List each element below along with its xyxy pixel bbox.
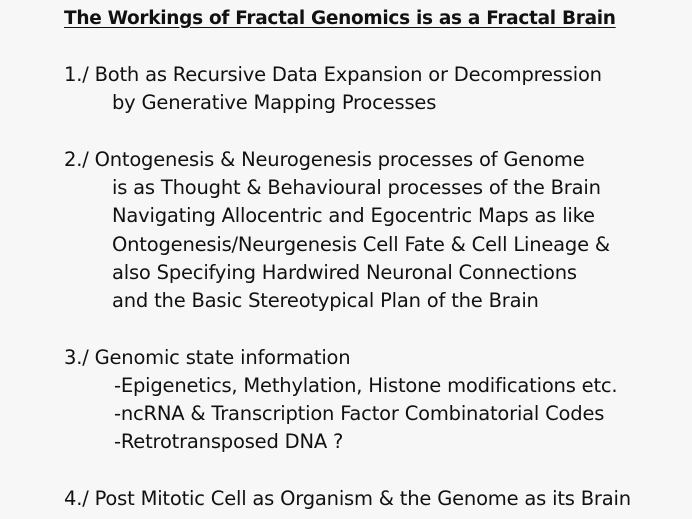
- item-3-bullet-1: -Epigenetics, Methylation, Histone modif…: [114, 374, 618, 397]
- item-2-line-2: is as Thought & Behavioural processes of…: [112, 176, 601, 199]
- item-2-line-6: and the Basic Stereotypical Plan of the …: [112, 289, 539, 312]
- item-2-line-5: also Specifying Hardwired Neuronal Conne…: [112, 261, 577, 284]
- item-2-line-4: Ontogenesis/Neurgenesis Cell Fate & Cell…: [112, 233, 610, 256]
- item-4-heading: 4./ Post Mitotic Cell as Organism & the …: [64, 487, 631, 510]
- item-3-bullet-2: -ncRNA & Transcription Factor Combinator…: [114, 402, 605, 425]
- item-2-heading: 2./ Ontogenesis & Neurogenesis processes…: [64, 148, 585, 171]
- item-3-heading: 3./ Genomic state information: [64, 346, 351, 369]
- item-3-bullet-3: -Retrotransposed DNA ?: [114, 430, 344, 453]
- item-2-line-3: Navigating Allocentric and Egocentric Ma…: [112, 204, 595, 227]
- page-title: The Workings of Fractal Genomics is as a…: [64, 8, 616, 29]
- item-1-heading: 1./ Both as Recursive Data Expansion or …: [64, 63, 602, 86]
- item-1-line-2: by Generative Mapping Processes: [112, 91, 437, 114]
